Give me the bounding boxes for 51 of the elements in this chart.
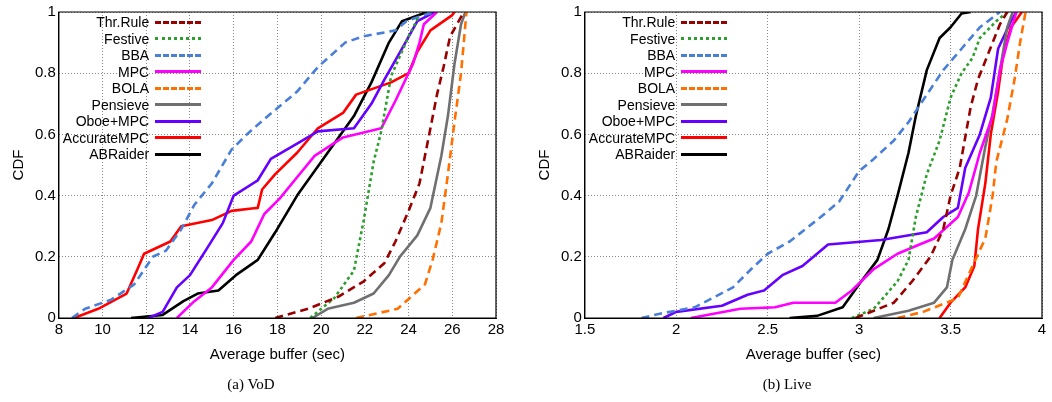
- text: (a) VoD: [227, 375, 275, 393]
- x-axis-title: Average buffer (sec): [745, 345, 882, 363]
- x-tick-label: 20: [312, 320, 330, 338]
- legend-label: MPC: [118, 63, 150, 80]
- y-tick-label: 0.6: [34, 124, 56, 142]
- x-tick-label: 8: [54, 320, 64, 338]
- y-tick-label: 1: [573, 2, 582, 20]
- legend-label: Thr.Rule: [622, 14, 676, 31]
- x-tick-label: 10: [94, 320, 111, 338]
- x-tick-label: 22: [356, 320, 374, 338]
- x-tick-label: 18: [269, 320, 286, 338]
- x-tick-label: 3.5: [940, 320, 961, 338]
- x-tick-label: 26: [443, 320, 461, 338]
- x-tick-label: 2.5: [757, 320, 779, 338]
- y-axis-title: CDF: [535, 149, 553, 181]
- legend-label: AccurateMPC: [62, 129, 150, 146]
- legend-label: Thr.Rule: [96, 14, 150, 31]
- y-tick-label: 1: [47, 2, 56, 20]
- y-axis-title: CDF: [9, 149, 27, 181]
- legend-label: Pensieve: [617, 96, 676, 113]
- text: (b) Live: [762, 375, 812, 393]
- x-tick-label: 28: [487, 320, 505, 338]
- legend-label: MPC: [644, 63, 676, 80]
- legend-label: Festive: [630, 30, 676, 47]
- y-tick-label: 0.6: [560, 124, 582, 142]
- x-tick-label: 3: [854, 320, 864, 338]
- y-tick-label: 0.4: [34, 185, 56, 203]
- legend-label: BBA: [121, 47, 150, 64]
- legend-label: Festive: [104, 30, 150, 47]
- x-axis-title: Average buffer (sec): [209, 345, 346, 363]
- x-tick-label: 14: [181, 320, 199, 338]
- x-tick-label: 16: [225, 320, 243, 338]
- legend-label: Oboe+MPC: [75, 113, 150, 130]
- legend-label: BOLA: [111, 80, 150, 97]
- y-tick-label: 0.2: [560, 246, 582, 264]
- legend-label: Pensieve: [91, 96, 150, 113]
- legend-label: BBA: [647, 47, 676, 64]
- legend-label: Oboe+MPC: [601, 113, 676, 130]
- y-tick-label: 0: [47, 308, 56, 326]
- x-tick-label: 24: [400, 320, 417, 338]
- x-tick-label: 4: [1037, 320, 1047, 338]
- x-tick-label: 12: [137, 320, 155, 338]
- y-tick-label: 0.4: [560, 185, 582, 203]
- legend-label: ABRaider: [615, 146, 676, 163]
- y-tick-label: 0.8: [34, 63, 56, 81]
- legend-label: BOLA: [637, 80, 676, 97]
- x-tick-label: 2: [672, 320, 681, 338]
- y-tick-label: 0.2: [34, 246, 56, 264]
- y-tick-label: 0.8: [560, 63, 582, 81]
- legend-label: ABRaider: [89, 146, 150, 163]
- legend-label: AccurateMPC: [588, 129, 676, 146]
